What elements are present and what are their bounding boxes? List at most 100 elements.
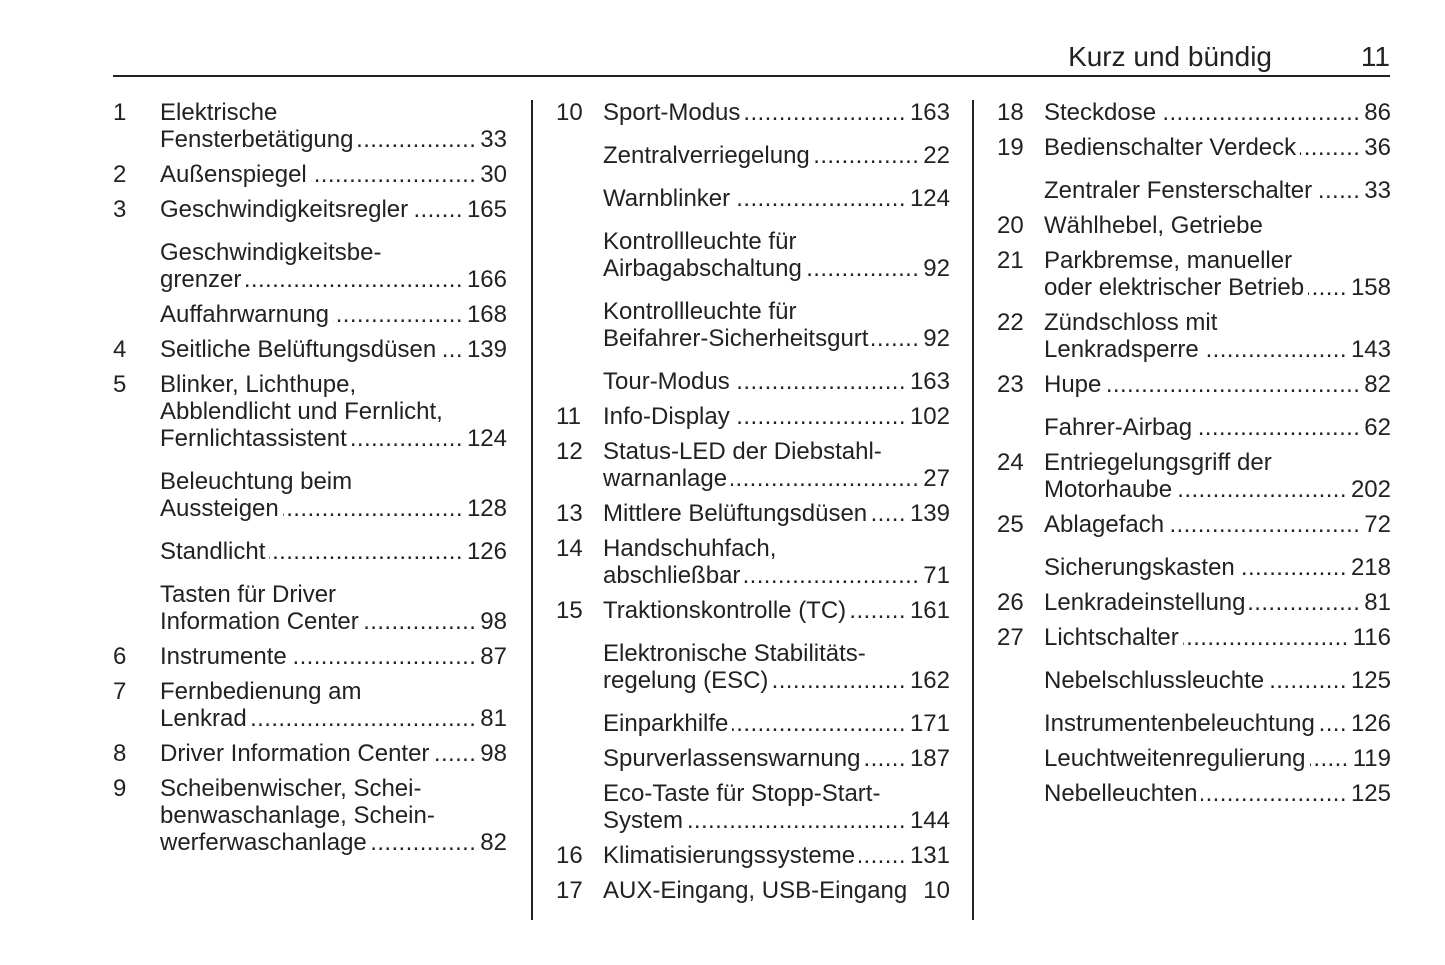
entry-number: 17	[556, 877, 583, 904]
index-entry: Standlicht 126	[113, 538, 507, 565]
page-reference: 218	[1350, 554, 1391, 581]
entry-line: grenzer	[160, 266, 242, 293]
entry-line: Außenspiegel	[160, 161, 307, 188]
entry-text: Tour-Modus 163	[603, 368, 950, 395]
page-reference: 72	[1364, 511, 1391, 538]
entry-line: AUX-Eingang, USB-Eingang	[603, 877, 908, 904]
entry-number: 14	[556, 535, 583, 562]
entry-number: 15	[556, 597, 583, 624]
page-reference: 202	[1350, 476, 1391, 503]
dot-leader	[440, 336, 463, 363]
entry-number: 18	[997, 99, 1024, 126]
entry-text: Eco-Taste für Stopp-Start-System 144	[603, 780, 950, 834]
entry-last-line: Driver Information Center 98	[160, 740, 507, 767]
dot-leader	[1319, 710, 1347, 737]
entry-last-line: Fernlichtassistent 124	[160, 425, 507, 452]
entry-text: Geschwindigkeitsbe-grenzer 166	[160, 239, 507, 293]
entry-last-line: Fahrer-Airbag 62	[1044, 414, 1391, 441]
entry-line: Lenkrad	[160, 705, 247, 732]
entry-number: 8	[113, 740, 127, 767]
page-reference: 10	[923, 877, 950, 904]
dot-leader	[1300, 134, 1360, 161]
entry-number: 11	[556, 403, 581, 430]
dot-leader	[850, 597, 906, 624]
entry-number: 4	[113, 336, 127, 363]
section-title: Kurz und bündig	[1068, 41, 1272, 72]
entry-number	[556, 185, 603, 212]
index-entry: 27 Lichtschalter 116	[997, 624, 1391, 651]
entry-text: Lichtschalter 116	[1044, 624, 1391, 651]
dot-leader	[269, 538, 463, 565]
entry-line: Tasten für Driver	[160, 581, 337, 608]
entry-text: Auffahrwarnung 168	[160, 301, 507, 328]
entry-line: Lenkradeinstellung	[1044, 589, 1246, 616]
dot-leader	[1196, 414, 1360, 441]
entry-number: 27	[997, 624, 1024, 651]
entry-line: Wählhebel, Getriebe	[1044, 212, 1263, 239]
dot-leader	[1203, 336, 1347, 363]
entry-line: Parkbremse, manueller	[1044, 247, 1293, 274]
entry-line: Mittlere Belüftungsdüsen	[603, 500, 868, 527]
entry-last-line: Einparkhilfe 171	[603, 710, 950, 737]
entry-last-line: Zentralverriegelung 22	[603, 142, 950, 169]
page-reference: 128	[466, 495, 507, 522]
entry-last-line: Standlicht 126	[160, 538, 507, 565]
entry-text: Kontrollleuchte für Beifahrer-Sicherheits…	[603, 298, 950, 352]
entry-number	[997, 780, 1044, 807]
dot-leader	[731, 465, 919, 492]
entry-line: benwaschanlage, Schein-	[160, 802, 435, 829]
entry-text: Nebelschlussleuchte 125	[1044, 667, 1391, 694]
index-entry: Instrumentenbeleuchtung 126	[997, 710, 1391, 737]
entry-line: werferwaschanlage	[160, 829, 367, 856]
entry-number: 22	[997, 309, 1024, 336]
entry-line: Hupe	[1044, 371, 1102, 398]
entry-number	[113, 468, 160, 522]
entry-line: Klimatisierungssysteme	[603, 842, 856, 869]
entry-text: Instrumentenbeleuchtung 126	[1044, 710, 1391, 737]
page-reference: 98	[480, 608, 507, 635]
index-entry: 21 Parkbremse, manueller oder elektrischer…	[997, 247, 1391, 301]
entry-last-line: Zentraler Fensterschalter 33	[1044, 177, 1391, 204]
entry-line: oder elektrischer Betrieb	[1044, 274, 1305, 301]
index-entry: Nebelleuchten 125	[997, 780, 1391, 807]
entry-line: Fernbedienung am	[160, 678, 362, 705]
entry-number: 21	[997, 247, 1024, 274]
entry-text: Spurverlassenswarnung 187	[603, 745, 950, 772]
page-reference: 124	[466, 425, 507, 452]
page-reference: 166	[466, 266, 507, 293]
entry-last-line: Geschwindigkeitsregler 165	[160, 196, 507, 223]
index-entry: 13 Mittlere Belüftungsdüsen 139	[556, 500, 950, 527]
page-reference: 86	[1364, 99, 1391, 126]
index-entry: 5 Blinker, Lichthupe, Abblendlicht und Fer…	[113, 371, 507, 452]
index-entry: 9 Scheibenwischer, Schei-benwaschanlage, …	[113, 775, 507, 856]
index-entry: 25 Ablagefach 72	[997, 511, 1391, 538]
index-column-2: 10 Sport-Modus 163 Zentralverriegelung 22 War…	[556, 99, 950, 904]
index-entry: 10 Sport-Modus 163	[556, 99, 950, 126]
entry-text: Zentralverriegelung 22	[603, 142, 950, 169]
entry-last-line: werferwaschanlage 82	[160, 829, 507, 856]
entry-line: Leuchtweitenregulierung	[1044, 745, 1306, 772]
entry-last-line: Instrumentenbeleuchtung 126	[1044, 710, 1391, 737]
index-entry: 12 Status-LED der Diebstahl-warnanlage 27	[556, 438, 950, 492]
entry-line: Entriegelungsgriff der	[1044, 449, 1272, 476]
entry-line: Handschuhfach,	[603, 535, 777, 562]
entry-text: Wählhebel, Getriebe	[1044, 212, 1391, 239]
entry-number	[113, 239, 160, 293]
dot-leader	[687, 807, 906, 834]
entry-text: Instrumente 87	[160, 643, 507, 670]
entry-last-line: Information Center 98	[160, 608, 507, 635]
entry-line: warnanlage	[603, 465, 728, 492]
entry-line: Kontrollleuchte für	[603, 228, 797, 255]
entry-line: Warnblinker	[603, 185, 731, 212]
index-entry: 17 AUX-Eingang, USB-Eingang 10	[556, 877, 950, 904]
dot-leader	[1183, 624, 1349, 651]
page-reference: 81	[1364, 589, 1391, 616]
entry-last-line: Nebelleuchten 125	[1044, 780, 1391, 807]
entry-last-line: Airbagabschaltung 92	[603, 255, 950, 282]
page-reference: 87	[480, 643, 507, 670]
